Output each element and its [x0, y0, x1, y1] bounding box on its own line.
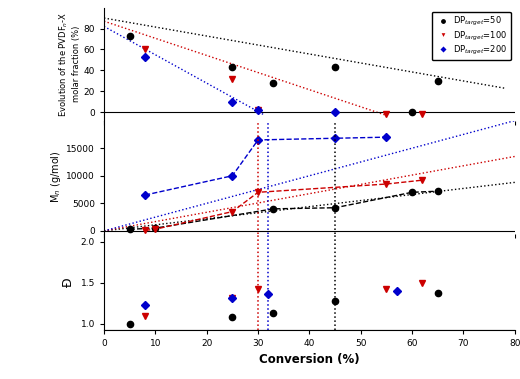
Legend: DP$_{target}$=50, DP$_{target}$=100, DP$_{target}$=200: DP$_{target}$=50, DP$_{target}$=100, DP$…: [432, 12, 511, 60]
Y-axis label: M$_n$ (g/mol): M$_n$ (g/mol): [49, 151, 63, 204]
Y-axis label: Ð: Ð: [62, 277, 75, 287]
X-axis label: Conversion (%): Conversion (%): [259, 353, 360, 366]
Y-axis label: Evolution of the PVDF$_n$-X
molar fraction (%): Evolution of the PVDF$_n$-X molar fracti…: [58, 11, 81, 117]
